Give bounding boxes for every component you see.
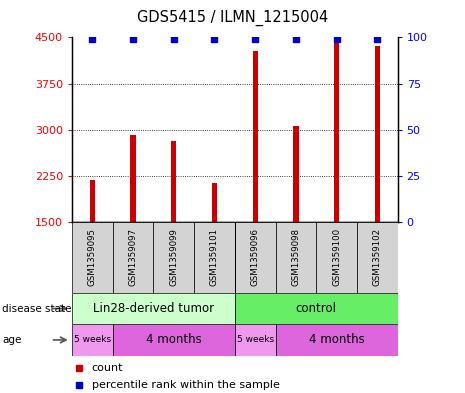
Bar bbox=[334, 42, 339, 222]
Bar bbox=[113, 222, 153, 293]
Text: GSM1359095: GSM1359095 bbox=[88, 228, 97, 286]
Bar bbox=[171, 141, 176, 222]
Bar bbox=[293, 126, 299, 222]
Bar bbox=[72, 293, 235, 324]
Bar bbox=[275, 222, 316, 293]
Text: age: age bbox=[2, 335, 22, 345]
Text: percentile rank within the sample: percentile rank within the sample bbox=[92, 380, 279, 390]
Text: GDS5415 / ILMN_1215004: GDS5415 / ILMN_1215004 bbox=[137, 9, 328, 26]
Bar bbox=[316, 222, 357, 293]
Text: control: control bbox=[296, 302, 337, 315]
Text: Lin28-derived tumor: Lin28-derived tumor bbox=[93, 302, 214, 315]
Bar bbox=[252, 51, 258, 222]
Bar bbox=[153, 222, 194, 293]
Text: 5 weeks: 5 weeks bbox=[74, 336, 111, 344]
Bar bbox=[235, 222, 275, 293]
Text: count: count bbox=[92, 363, 123, 373]
Text: GSM1359101: GSM1359101 bbox=[210, 228, 219, 286]
Bar bbox=[375, 46, 380, 222]
Bar bbox=[235, 324, 275, 356]
Bar bbox=[72, 222, 113, 293]
Text: GSM1359097: GSM1359097 bbox=[129, 228, 138, 286]
Bar bbox=[113, 324, 235, 356]
Bar bbox=[357, 222, 398, 293]
Bar bbox=[212, 183, 217, 222]
Text: GSM1359100: GSM1359100 bbox=[332, 228, 341, 286]
Text: GSM1359096: GSM1359096 bbox=[251, 228, 259, 286]
Text: 4 months: 4 months bbox=[309, 333, 365, 347]
Text: GSM1359099: GSM1359099 bbox=[169, 228, 178, 286]
Bar bbox=[275, 324, 398, 356]
Text: disease state: disease state bbox=[2, 303, 72, 314]
Bar bbox=[90, 180, 95, 222]
Bar bbox=[235, 293, 398, 324]
Bar bbox=[194, 222, 235, 293]
Bar bbox=[131, 135, 136, 222]
Text: 4 months: 4 months bbox=[146, 333, 202, 347]
Text: 5 weeks: 5 weeks bbox=[237, 336, 274, 344]
Text: GSM1359098: GSM1359098 bbox=[292, 228, 300, 286]
Bar bbox=[72, 324, 113, 356]
Text: GSM1359102: GSM1359102 bbox=[373, 228, 382, 286]
